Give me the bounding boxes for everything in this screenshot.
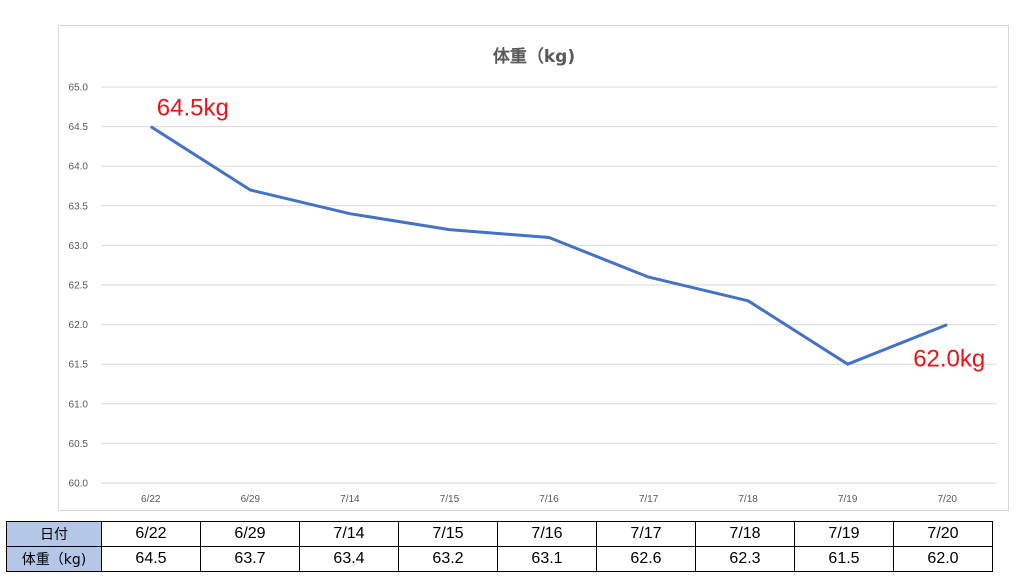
chart-area: 体重（kg) 60.0 60.5 61.0 61.5 62.0 62.5 63.0 63.5 6… (58, 25, 1009, 511)
date-row: 日付 6/22 6/29 7/14 7/15 7/16 7/17 7/18 7/… (6, 521, 993, 547)
chart-title: 体重（kg) (493, 46, 575, 67)
date-cell: 7/19 (794, 521, 894, 547)
x-tick-label: 6/22 (141, 494, 161, 505)
end-weight-annotation: 62.0kg (913, 346, 985, 373)
date-cell: 7/16 (497, 521, 597, 547)
y-tick-label: 64.5 (69, 122, 89, 133)
x-tick-label: 7/19 (838, 494, 858, 505)
date-cell: 7/14 (299, 521, 399, 547)
y-axis-ticks: 60.0 60.5 61.0 61.5 62.0 62.5 63.0 63.5 64.0 64.5… (69, 83, 89, 490)
date-cell: 7/20 (893, 521, 993, 547)
x-tick-label: 7/15 (440, 494, 460, 505)
y-tick-label: 63.0 (69, 241, 89, 252)
x-axis-ticks: 6/22 6/29 7/14 7/15 7/16 7/17 7/18 7/19 7/20 (141, 494, 957, 505)
start-weight-annotation: 64.5kg (157, 95, 229, 122)
y-tick-label: 61.5 (69, 360, 89, 371)
y-tick-label: 61.0 (69, 399, 89, 410)
weight-header-cell: 体重（kg) (6, 546, 102, 572)
date-cell: 7/17 (596, 521, 696, 547)
y-tick-label: 63.5 (69, 201, 89, 212)
weight-row: 体重（kg) 64.5 63.7 63.4 63.2 63.1 62.6 62.… (6, 546, 993, 572)
date-cell: 6/29 (200, 521, 300, 547)
x-tick-label: 6/29 (241, 494, 261, 505)
line-chart: 体重（kg) 60.060.561.061.562.062.563.063.56… (69, 46, 997, 505)
weight-cell: 63.2 (398, 546, 498, 572)
weight-cell: 63.7 (200, 546, 300, 572)
weight-cell: 62.0 (893, 546, 993, 572)
y-tick-label: 65.0 (69, 83, 89, 94)
gridlines (101, 86, 997, 484)
date-header-cell: 日付 (6, 521, 102, 547)
weight-cell: 62.3 (695, 546, 795, 572)
x-tick-label: 7/20 (937, 494, 957, 505)
x-tick-label: 7/14 (340, 494, 360, 505)
date-cell: 6/22 (101, 521, 201, 547)
x-tick-label: 7/17 (639, 494, 659, 505)
weight-cell: 63.1 (497, 546, 597, 572)
y-tick-label: 64.0 (69, 162, 89, 173)
date-cell: 7/18 (695, 521, 795, 547)
weight-series-line (149, 125, 948, 366)
weight-cell: 63.4 (299, 546, 399, 572)
weight-cell: 62.6 (596, 546, 696, 572)
y-tick-label: 60.0 (69, 479, 89, 490)
weight-cell: 64.5 (101, 546, 201, 572)
x-tick-label: 7/16 (539, 494, 559, 505)
date-cell: 7/15 (398, 521, 498, 547)
y-tick-label: 60.5 (69, 439, 89, 450)
weight-data-table: 日付 6/22 6/29 7/14 7/15 7/16 7/17 7/18 7/… (6, 521, 993, 572)
weight-cell: 61.5 (794, 546, 894, 572)
y-tick-label: 62.5 (69, 281, 89, 292)
y-tick-label: 62.0 (69, 320, 89, 331)
x-tick-label: 7/18 (738, 494, 758, 505)
